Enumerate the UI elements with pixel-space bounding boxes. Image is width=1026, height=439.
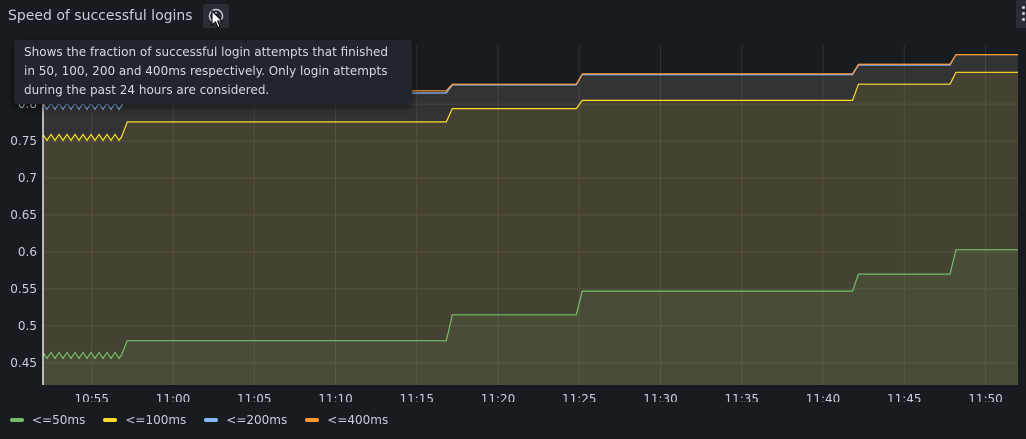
info-icon[interactable] xyxy=(203,4,229,28)
mouse-cursor-icon xyxy=(211,10,225,30)
x-tick-label: 11:15 xyxy=(399,392,434,402)
y-tick-label: 0.7 xyxy=(18,171,37,185)
x-tick-label: 11:05 xyxy=(237,392,272,402)
description-tooltip: Shows the fraction of successful login a… xyxy=(14,40,412,104)
x-tick-label: 11:45 xyxy=(887,392,922,402)
legend-item[interactable]: <=200ms xyxy=(204,413,287,427)
panel-header: Speed of successful logins xyxy=(0,0,1026,32)
y-tick-label: 0.5 xyxy=(18,319,37,333)
x-tick-label: 11:35 xyxy=(724,392,759,402)
legend-item[interactable]: <=100ms xyxy=(103,413,186,427)
y-tick-label: 0.45 xyxy=(10,356,37,370)
x-tick-label: 11:50 xyxy=(968,392,1003,402)
legend-swatch xyxy=(204,418,218,422)
legend-swatch xyxy=(305,418,319,422)
legend-item[interactable]: <=50ms xyxy=(10,413,85,427)
y-tick-label: 0.55 xyxy=(10,282,37,296)
legend: <=50ms <=100ms <=200ms <=400ms xyxy=(10,410,406,430)
legend-swatch xyxy=(10,418,24,422)
x-tick-label: 11:40 xyxy=(806,392,841,402)
x-tick-label: 11:25 xyxy=(562,392,597,402)
legend-swatch xyxy=(103,418,117,422)
y-tick-label: 0.75 xyxy=(10,134,37,148)
legend-item[interactable]: <=400ms xyxy=(305,413,388,427)
x-tick-label: 11:30 xyxy=(643,392,678,402)
legend-label: <=200ms xyxy=(226,413,287,427)
x-tick-label: 11:20 xyxy=(481,392,516,402)
panel-menu-button[interactable] xyxy=(1016,0,1026,28)
x-tick-label: 10:55 xyxy=(74,392,109,402)
x-tick-label: 11:10 xyxy=(318,392,353,402)
legend-label: <=100ms xyxy=(125,413,186,427)
legend-label: <=50ms xyxy=(32,413,85,427)
panel-title: Speed of successful logins xyxy=(8,8,193,24)
x-tick-label: 11:00 xyxy=(156,392,191,402)
y-tick-label: 0.65 xyxy=(10,208,37,222)
legend-label: <=400ms xyxy=(327,413,388,427)
y-tick-label: 0.6 xyxy=(18,245,37,259)
